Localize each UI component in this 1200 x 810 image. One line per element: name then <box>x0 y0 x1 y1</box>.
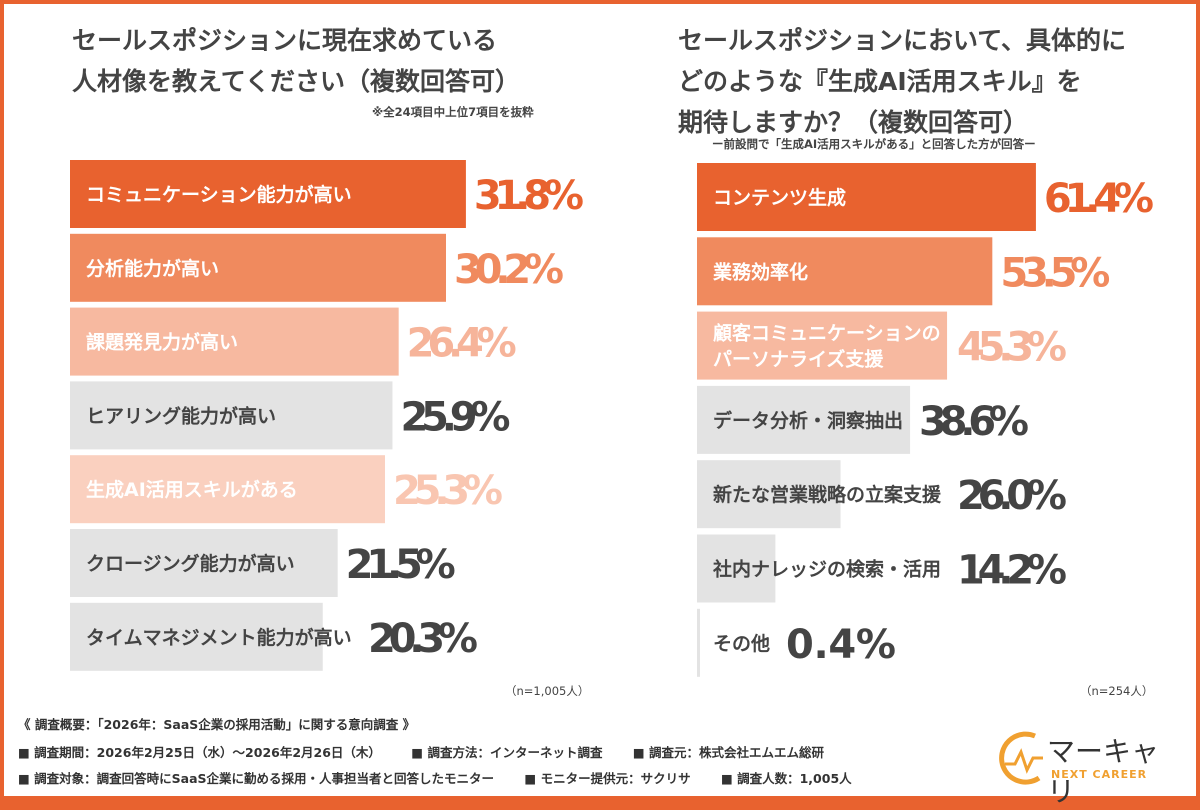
left-sample-size: （n=1,005人） <box>505 684 590 698</box>
survey-heading: 《 調査概要：「2026年：SaaS企業の採用活動」に関する意向調査 》 <box>18 717 416 732</box>
category-label: データ分析・洞察抽出 <box>713 409 903 432</box>
bar <box>70 381 393 450</box>
logo-tagline: NEXT CAREER <box>1051 768 1148 781</box>
category-label: コンテンツ生成 <box>713 186 846 209</box>
category-label: 顧客コミュニケーションの <box>713 322 941 345</box>
category-label: 課題発見力が高い <box>86 331 238 354</box>
survey-count: ■ 調査人数：1,005人 <box>720 771 852 786</box>
category-label: 新たな営業戦略の立案支援 <box>713 483 942 506</box>
logo-mark-icon <box>999 731 1043 785</box>
survey-source: ■ 調査元：株式会社エムエム総研 <box>632 745 824 760</box>
value-label: 14.2% <box>957 548 1067 594</box>
survey-provider: ■ モニター提供元：サクリサ <box>524 771 691 786</box>
category-label: 業務効率化 <box>712 260 808 283</box>
survey-line-2: ■ 調査対象：調査回答時にSaaS企業に勤める採用・人事担当者と回答したモニター… <box>18 768 878 787</box>
bar <box>70 602 323 671</box>
survey-line-1: ■ 調査期間：2026年2月25日（水）～2026年2月26日（木） ■ 調査方… <box>18 742 850 761</box>
category-label: 生成AI活用スキルがある <box>86 478 298 501</box>
bar <box>697 534 776 603</box>
bar <box>70 233 446 302</box>
value-label: 61.4% <box>1044 176 1154 222</box>
bar <box>70 160 466 228</box>
bar <box>697 385 911 454</box>
bar <box>697 608 700 677</box>
bar <box>697 311 948 380</box>
category-label: 分析能力が高い <box>86 257 219 280</box>
survey-target: ■ 調査対象：調査回答時にSaaS企業に勤める採用・人事担当者と回答したモニター <box>18 771 495 786</box>
category-label: パーソナライズ支援 <box>713 348 884 371</box>
category-label: ヒアリング能力が高い <box>86 404 276 427</box>
value-label: 38.6% <box>919 399 1029 445</box>
value-label: 20.3% <box>368 616 478 662</box>
left-chart-subtitle: ※全24項目中上位7項目を抜粋 <box>372 105 534 119</box>
value-label: 45.3% <box>957 325 1067 371</box>
category-label: コミュニケーション能力が高い <box>86 183 352 206</box>
value-label: 25.9% <box>400 394 510 440</box>
category-label: クロージング能力が高い <box>86 552 295 575</box>
value-label: 26.4% <box>407 321 517 367</box>
value-label: 30.2% <box>454 247 564 293</box>
category-label: タイムマネジメント能力が高い <box>86 626 352 649</box>
survey-period: ■ 調査期間：2026年2月25日（水）～2026年2月26日（木） <box>18 745 381 760</box>
logo-name: マーキャリ <box>1047 735 1160 808</box>
category-label: 社内ナレッジの検索・活用 <box>712 558 941 581</box>
value-label: 31.8% <box>474 173 584 219</box>
logo: マーキャリ NEXT CAREER <box>995 728 1175 808</box>
survey-method: ■ 調査方法：インターネット調査 <box>411 745 603 760</box>
bar <box>70 529 338 597</box>
value-label: 25.3% <box>393 468 503 514</box>
bar <box>70 307 399 376</box>
value-label: 21.5% <box>346 542 456 588</box>
value-label: 53.5% <box>1000 250 1110 296</box>
left-chart-title: セールスポジションに現在求めている 人材像を教えてください（複数回答可） <box>72 26 521 96</box>
bar <box>697 460 841 529</box>
value-label: 0.4% <box>786 622 896 668</box>
value-label: 26.0% <box>957 473 1067 519</box>
right-sample-size: （n=254人） <box>1080 684 1154 698</box>
right-chart-subtitle: ー前設問で「生成AI活用スキルがある」と回答した方が回答ー <box>712 137 1036 151</box>
right-chart-title: セールスポジションにおいて、具体的に どのような『生成AI活用スキル』を 期待し… <box>678 26 1127 137</box>
category-label: その他 <box>713 632 770 655</box>
bar <box>70 455 385 524</box>
bar <box>697 237 993 306</box>
bar <box>697 163 1036 231</box>
